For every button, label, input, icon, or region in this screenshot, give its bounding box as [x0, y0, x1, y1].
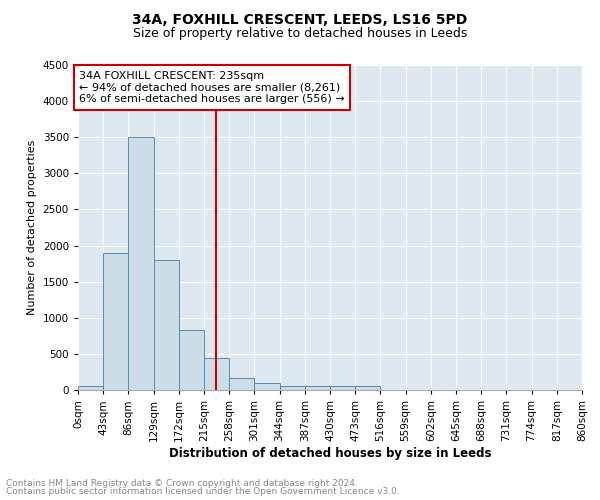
Bar — [305, 386, 330, 390]
Text: Contains public sector information licensed under the Open Government Licence v3: Contains public sector information licen… — [6, 487, 400, 496]
Text: Contains HM Land Registry data © Crown copyright and database right 2024.: Contains HM Land Registry data © Crown c… — [6, 478, 358, 488]
Bar — [330, 386, 355, 390]
Text: 34A FOXHILL CRESCENT: 235sqm
← 94% of detached houses are smaller (8,261)
6% of : 34A FOXHILL CRESCENT: 235sqm ← 94% of de… — [79, 71, 345, 104]
Bar — [355, 386, 380, 390]
Bar — [204, 358, 229, 390]
Text: 34A, FOXHILL CRESCENT, LEEDS, LS16 5PD: 34A, FOXHILL CRESCENT, LEEDS, LS16 5PD — [133, 12, 467, 26]
Bar — [179, 330, 204, 390]
Bar — [229, 378, 254, 390]
Bar — [154, 260, 179, 390]
Bar — [254, 383, 280, 390]
Bar — [280, 386, 305, 390]
Bar — [128, 137, 154, 390]
Bar — [78, 386, 103, 390]
X-axis label: Distribution of detached houses by size in Leeds: Distribution of detached houses by size … — [169, 446, 491, 460]
Y-axis label: Number of detached properties: Number of detached properties — [27, 140, 37, 315]
Bar — [103, 253, 128, 390]
Text: Size of property relative to detached houses in Leeds: Size of property relative to detached ho… — [133, 28, 467, 40]
